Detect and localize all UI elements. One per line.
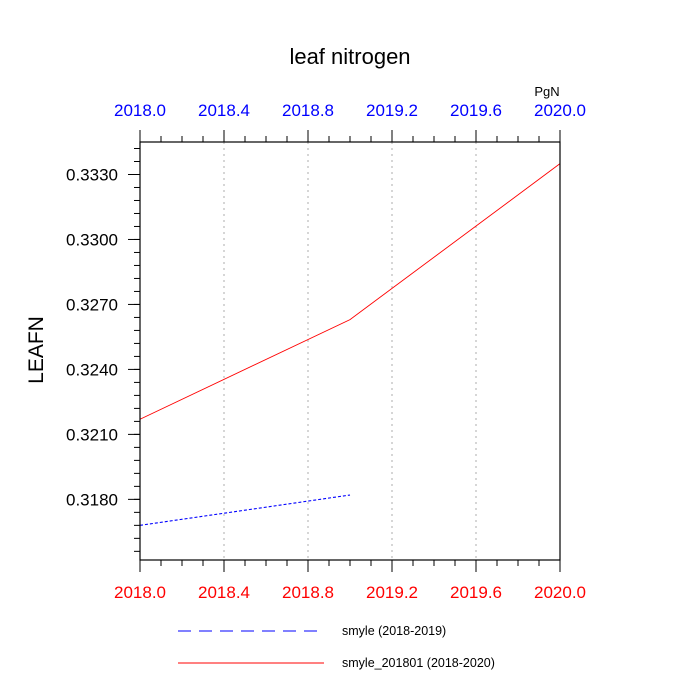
x-tick-label-top: 2018.4 xyxy=(198,101,250,120)
plot-frame xyxy=(139,141,561,561)
x-tick-label-bottom: 2018.4 xyxy=(198,583,250,602)
tick-labels: 2018.0 2018.0 2018.4 2018.4 2018.8 2018.8 2019… xyxy=(66,101,586,602)
y-tick-label: 0.3210 xyxy=(66,425,118,444)
x-tick-label-bottom: 2019.6 xyxy=(450,583,502,602)
y-axis-label: LEAFN xyxy=(25,316,48,384)
chart-title: leaf nitrogen xyxy=(289,44,410,69)
y-tick-label: 0.3180 xyxy=(66,490,118,509)
x-tick-label-top: 2019.6 xyxy=(450,101,502,120)
legend: smyle (2018-2019) smyle_201801 (2018-2020… xyxy=(178,624,495,670)
x-tick-label-top: 2018.0 xyxy=(114,101,166,120)
x-tick-label-bottom: 2020.0 xyxy=(534,583,586,602)
legend-label-2: smyle_201801 (2018-2020) xyxy=(342,656,495,670)
grid-lines xyxy=(223,142,477,560)
series-line-2 xyxy=(139,163,561,420)
x-tick-label-bottom: 2018.0 xyxy=(114,583,166,602)
series-line-1 xyxy=(139,494,351,526)
x-tick-label-top: 2020.0 xyxy=(534,101,586,120)
legend-label-1: smyle (2018-2019) xyxy=(342,624,446,638)
y-tick-label: 0.3240 xyxy=(66,360,118,379)
x-tick-label-bottom: 2019.2 xyxy=(366,583,418,602)
x-tick-label-top: 2019.2 xyxy=(366,101,418,120)
plot-series xyxy=(139,163,561,526)
axis-ticks xyxy=(128,130,561,572)
units-label: PgN xyxy=(534,84,559,99)
x-tick-label-top: 2018.8 xyxy=(282,101,334,120)
y-tick-label: 0.3270 xyxy=(66,295,118,314)
x-tick-label-bottom: 2018.8 xyxy=(282,583,334,602)
y-tick-label: 0.3300 xyxy=(66,230,118,249)
y-tick-label: 0.3330 xyxy=(66,165,118,184)
